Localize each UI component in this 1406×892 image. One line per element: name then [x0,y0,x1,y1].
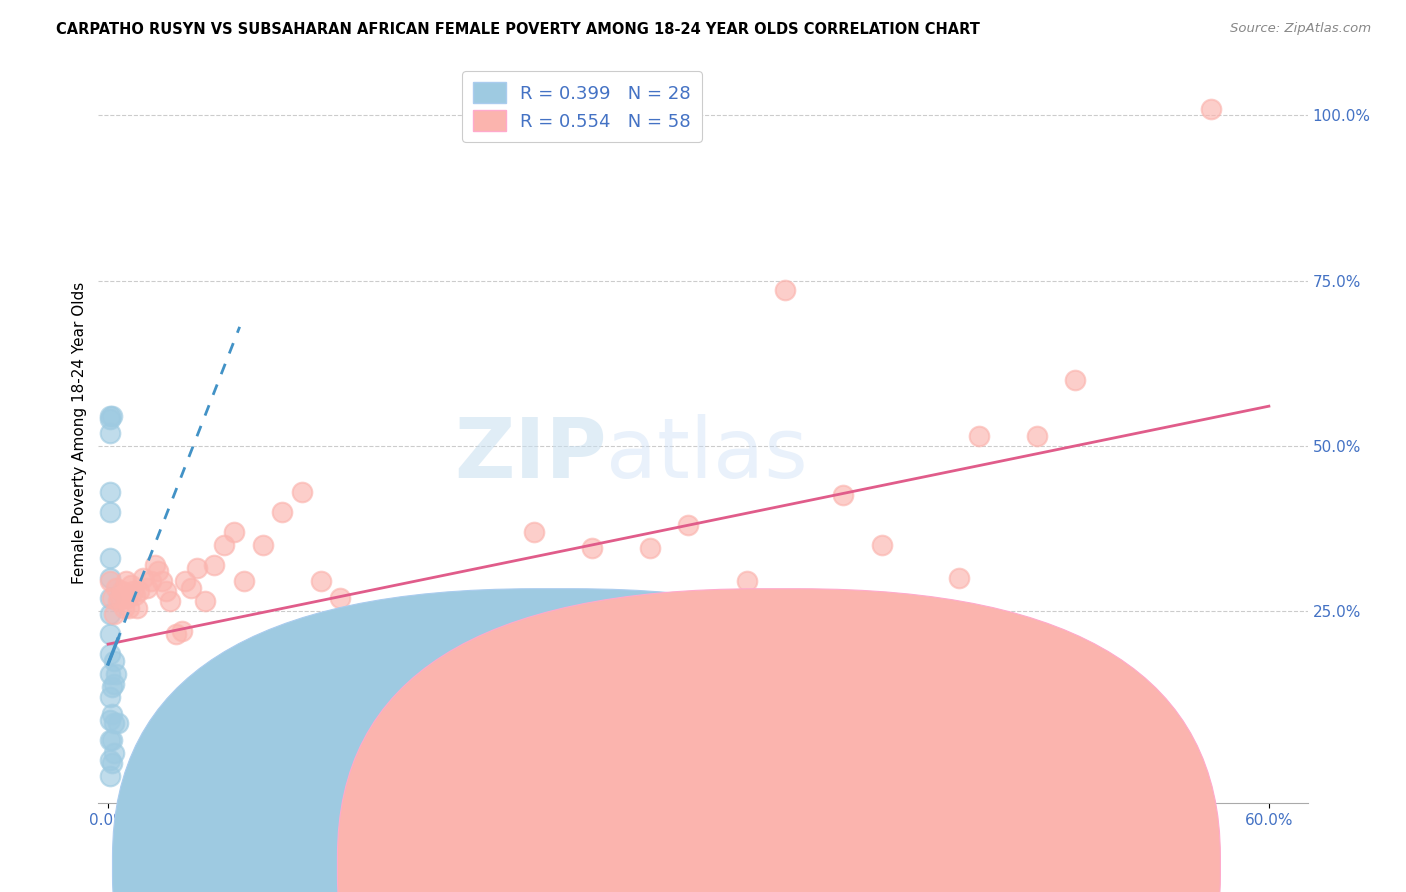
Point [103,746,125,760]
Y-axis label: Female Poverty Among 18-24 Year Olds: Female Poverty Among 18-24 Year Olds [72,282,87,583]
Point [103,716,125,731]
Point [122,584,145,599]
Point [98,551,121,566]
Text: Carpatho Rusyns: Carpatho Rusyns [583,858,709,872]
Point [101,756,124,771]
Point [98,733,121,747]
Point [948,571,970,585]
Point [118,600,141,615]
Point [678,518,700,533]
Text: ZIP: ZIP [454,414,606,495]
Point [967,429,990,443]
Point [98,769,121,783]
Point [103,677,125,691]
Point [329,591,352,605]
Point [108,591,131,605]
Point [107,594,129,608]
Point [426,660,449,674]
Point [773,284,796,298]
Point [832,488,855,502]
Point [139,574,162,589]
Point [349,627,371,641]
Point [98,425,121,440]
Point [112,600,135,615]
Point [101,591,124,605]
Point [104,666,127,681]
Point [155,584,177,599]
Point [98,571,121,585]
Point [135,581,157,595]
Point [104,581,127,595]
Point [406,654,429,668]
Point [271,505,294,519]
Point [464,650,486,665]
Point [103,607,125,622]
Point [98,647,121,661]
Point [98,607,121,622]
Text: Source: ZipAtlas.com: Source: ZipAtlas.com [1230,22,1371,36]
Point [290,485,312,500]
Point [117,591,139,605]
Point [484,680,506,694]
Point [98,409,121,423]
Point [1199,102,1222,116]
Point [186,561,208,575]
Point [98,591,121,605]
Point [523,524,546,539]
Point [159,594,181,608]
Text: Sub-Saharan Africans: Sub-Saharan Africans [808,858,967,872]
Point [174,574,197,589]
Point [124,588,146,602]
Point [212,538,235,552]
Point [252,538,274,552]
Point [1064,373,1087,387]
Point [132,571,155,585]
Point [309,574,332,589]
Point [98,574,121,589]
Point [143,558,166,572]
Point [165,627,187,641]
Point [222,524,245,539]
Point [120,577,142,591]
Point [1025,429,1047,443]
Point [170,624,193,638]
Point [101,680,124,694]
Point [98,627,121,641]
Text: atlas: atlas [606,414,808,495]
Point [98,485,121,500]
Point [194,594,217,608]
Point [98,505,121,519]
Point [101,706,124,721]
Point [101,409,124,423]
Point [98,412,121,426]
Point [180,581,202,595]
Point [368,650,391,665]
Point [98,753,121,767]
Point [107,716,129,731]
Point [150,574,173,589]
Legend: R = 0.399   N = 28, R = 0.554   N = 58: R = 0.399 N = 28, R = 0.554 N = 58 [463,71,702,142]
Point [232,574,254,589]
Point [127,600,149,615]
Text: CARPATHO RUSYN VS SUBSAHARAN AFRICAN FEMALE POVERTY AMONG 18-24 YEAR OLDS CORREL: CARPATHO RUSYN VS SUBSAHARAN AFRICAN FEM… [56,22,980,37]
Point [128,584,150,599]
Point [735,574,758,589]
Point [101,733,124,747]
Point [114,574,136,589]
Point [870,538,893,552]
Point [98,713,121,727]
Point [103,654,125,668]
Point [638,541,661,556]
Point [581,541,603,556]
Point [204,558,226,572]
Point [98,666,121,681]
Point [98,690,121,704]
Point [111,584,134,599]
Point [148,565,170,579]
